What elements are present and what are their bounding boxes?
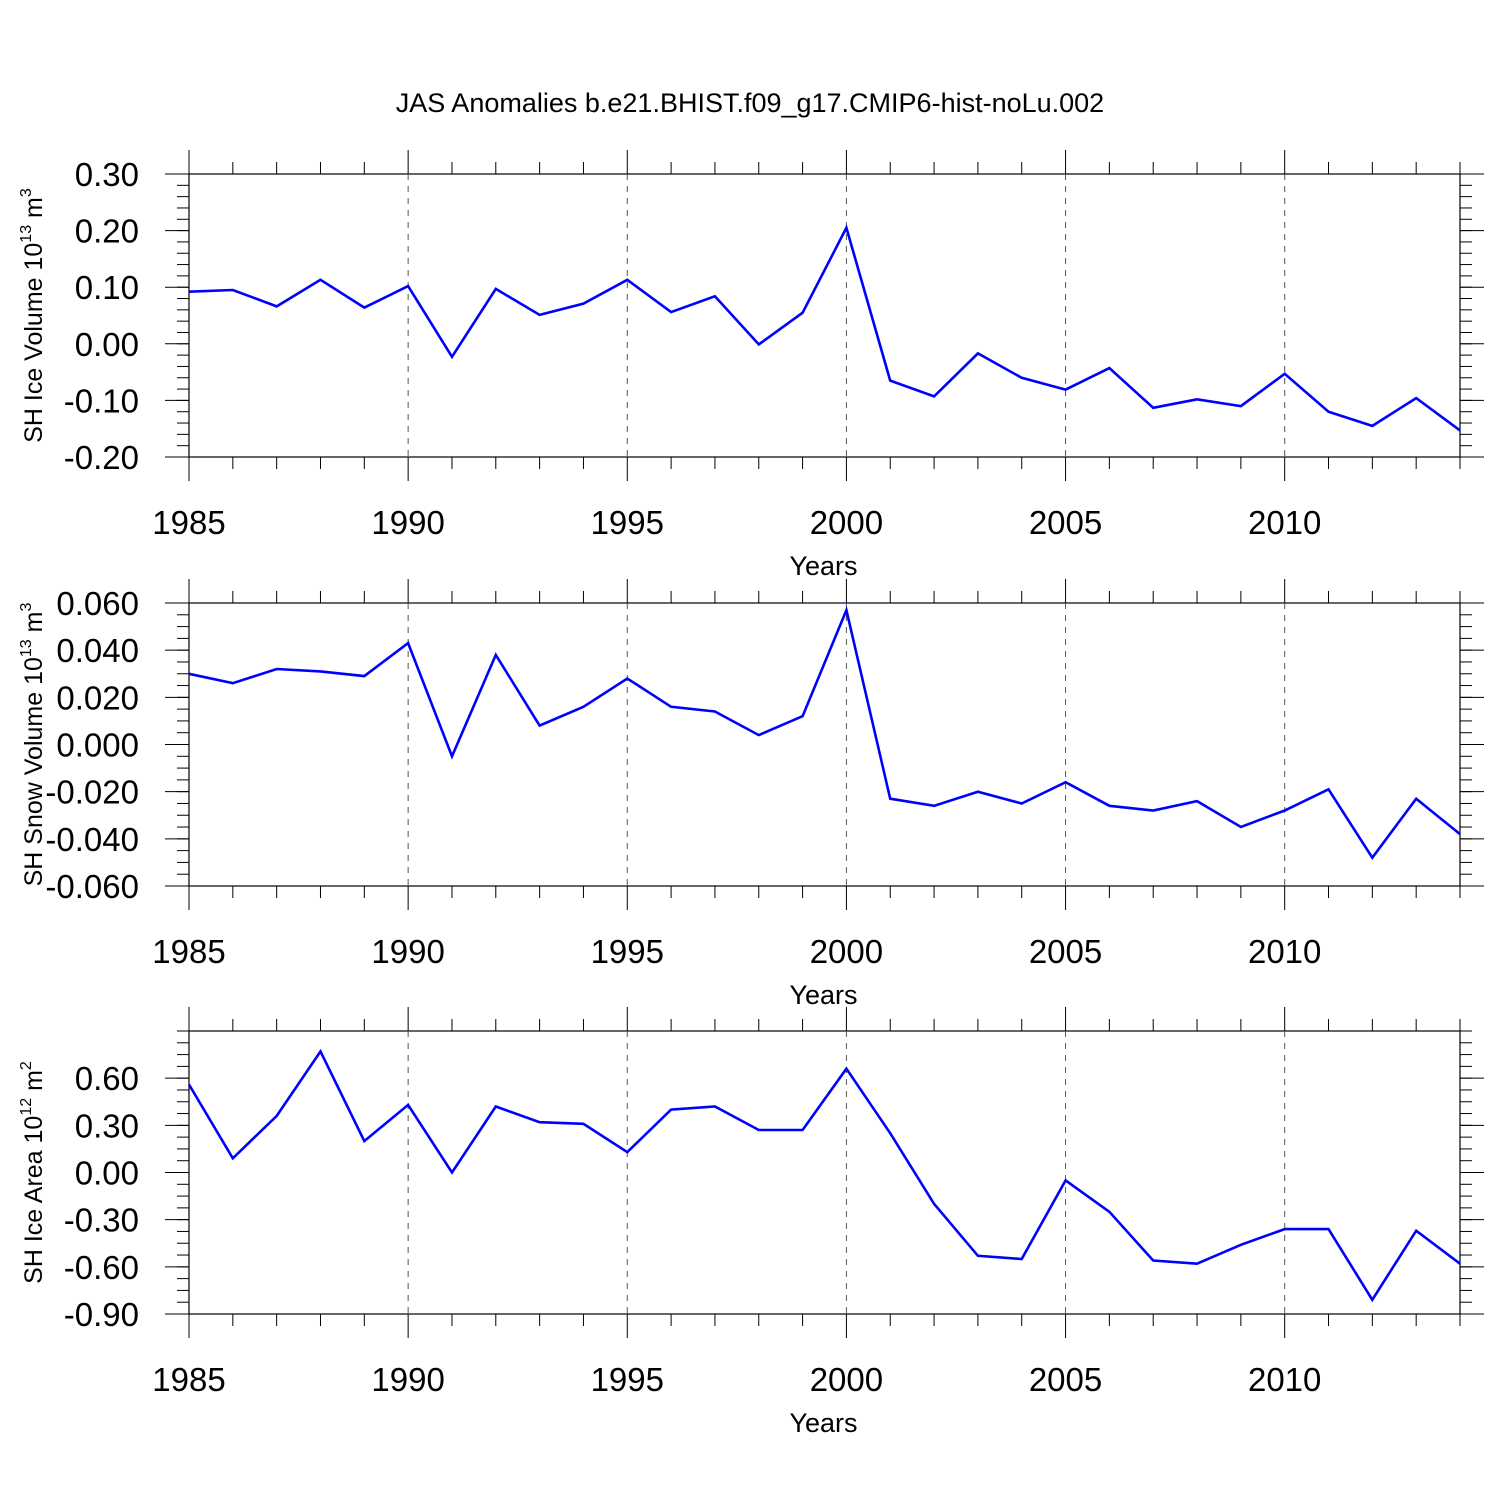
y-tick-label: 0.060 <box>56 585 139 622</box>
x-tick-label: 1995 <box>591 1361 664 1398</box>
figure-title: JAS Anomalies b.e21.BHIST.f09_g17.CMIP6-… <box>396 88 1104 118</box>
y-axis-label-main: SH Snow Volume 10 <box>20 657 48 886</box>
y-tick-label: 0.040 <box>56 632 139 669</box>
y-axis-label-exponent: 12 <box>18 1098 35 1116</box>
y-axis-label-unit: m <box>20 197 48 225</box>
y-tick-label: 0.10 <box>75 269 139 306</box>
x-tick-label: 1985 <box>152 504 225 541</box>
x-axis-label: Years <box>789 980 857 1010</box>
y-tick-label: -0.90 <box>64 1296 139 1333</box>
y-tick-label: 0.30 <box>75 156 139 193</box>
plot-frame <box>188 1030 1461 1315</box>
y-tick-label: 0.000 <box>56 727 139 764</box>
x-tick-label: 1995 <box>591 504 664 541</box>
x-tick-label: 1995 <box>591 933 664 970</box>
y-tick-label: -0.10 <box>64 382 139 419</box>
y-axis-label-unit-exponent: 2 <box>18 1061 35 1070</box>
x-axis-label: Years <box>789 1408 857 1438</box>
y-axis-label-exponent: 13 <box>18 225 35 243</box>
y-tick-label: -0.040 <box>45 821 139 858</box>
series-line <box>188 605 1461 860</box>
y-tick-label: 0.00 <box>75 326 139 363</box>
y-tick-label: -0.30 <box>64 1202 139 1239</box>
y-tick-label: -0.060 <box>45 868 139 905</box>
x-tick-label: 1990 <box>371 504 444 541</box>
x-tick-label: 2005 <box>1029 1361 1102 1398</box>
y-tick-label: 0.020 <box>56 679 139 716</box>
y-tick-label: -0.60 <box>64 1249 139 1286</box>
y-axis-label-unit: m <box>20 1070 48 1098</box>
y-tick-label: -0.20 <box>64 439 139 476</box>
x-tick-label: 2005 <box>1029 933 1102 970</box>
x-tick-label: 1985 <box>152 933 225 970</box>
x-tick-label: 2010 <box>1248 1361 1321 1398</box>
x-tick-label: 2000 <box>810 504 883 541</box>
plot-frame <box>188 173 1461 458</box>
x-tick-label: 1985 <box>152 1361 225 1398</box>
x-tick-label: 2010 <box>1248 933 1321 970</box>
x-tick-label: 2005 <box>1029 504 1102 541</box>
y-tick-label: 0.00 <box>75 1155 139 1192</box>
x-axis-label: Years <box>789 551 857 581</box>
x-tick-label: 1990 <box>371 1361 444 1398</box>
y-axis-label-main: SH Ice Volume 10 <box>20 243 48 443</box>
y-axis-label-exponent: 13 <box>18 639 35 657</box>
y-axis-label-unit-exponent: 3 <box>18 603 35 612</box>
panel-snow-volume: 1985 1990 1995 2000 2005 2010 Years -0.060 -0.04… <box>18 579 1484 1010</box>
x-tick-label: 2000 <box>810 933 883 970</box>
x-tick-label: 2000 <box>810 1361 883 1398</box>
x-tick-label: 2010 <box>1248 504 1321 541</box>
y-tick-label: -0.020 <box>45 774 139 811</box>
plot-frame <box>188 602 1461 887</box>
y-axis-label: SH Snow Volume 1013 m3 <box>18 603 48 887</box>
y-tick-label: 0.60 <box>75 1060 139 1097</box>
y-tick-label: 0.20 <box>75 213 139 250</box>
x-tick-label: 1990 <box>371 933 444 970</box>
y-axis-label-unit-exponent: 3 <box>18 188 35 197</box>
series-line <box>187 1048 1461 1303</box>
y-axis-label: SH Ice Area 1012 m2 <box>18 1061 48 1284</box>
y-axis-label-main: SH Ice Area 10 <box>20 1116 48 1284</box>
panel-ice-volume: 1985 1990 1995 2000 2005 2010 Years -0.20 -0.10 0… <box>18 150 1484 581</box>
series-line <box>188 224 1461 432</box>
y-axis-label-unit: m <box>20 612 48 640</box>
y-axis-label: SH Ice Volume 1013 m3 <box>18 188 48 443</box>
panel-ice-area: 1985 1990 1995 2000 2005 2010 Years -0.90 -0.60 -… <box>18 1007 1484 1438</box>
y-tick-label: 0.30 <box>75 1107 139 1144</box>
